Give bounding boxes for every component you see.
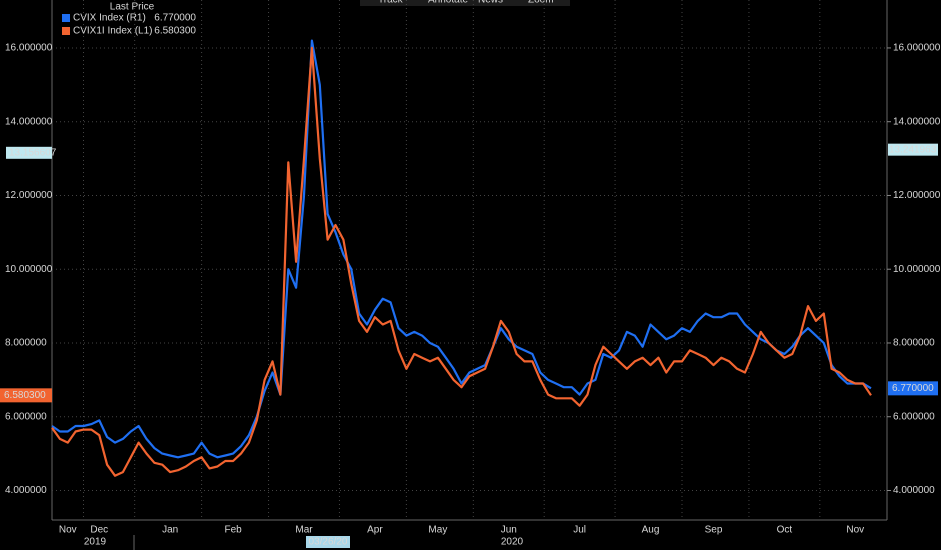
y2-tick-label: 16.000000 (893, 43, 941, 54)
year-label: 2020 (501, 537, 524, 548)
toolbar-button[interactable]: Annotate (428, 0, 468, 6)
y-tick-label: 16.000000 (5, 43, 53, 54)
y-tick-label: 8.000000 (5, 338, 47, 349)
y-tick-label: 10.000000 (5, 264, 53, 275)
toolbar-button[interactable]: Track (378, 0, 404, 6)
crosshair-date: 03/26/20 (309, 537, 348, 548)
x-tick-label: Jun (501, 525, 517, 536)
year-label: 2019 (84, 537, 107, 548)
x-tick-label: Dec (90, 525, 108, 536)
x-tick-label: Aug (642, 525, 660, 536)
series-line (51, 39, 872, 459)
y2-tick-label: 14.000000 (893, 116, 941, 127)
x-tick-label: May (428, 525, 447, 536)
last-price-label: 6.580300 (4, 390, 46, 401)
legend-value: 6.580300 (154, 26, 196, 37)
y2-tick-label: 10.000000 (893, 264, 941, 275)
toolbar-button[interactable]: News (478, 0, 503, 6)
y2-tick-label: 6.000000 (893, 411, 935, 422)
x-tick-label: Jan (162, 525, 178, 536)
y2-tick-label: 4.000000 (893, 485, 935, 496)
crosshair-date-box (306, 536, 350, 548)
last-price-tag (0, 388, 52, 403)
legend-value: 6.770000 (154, 13, 196, 24)
x-tick-label: Jul (573, 525, 586, 536)
y-tick-label: 4.000000 (5, 485, 47, 496)
legend-swatch (62, 27, 70, 35)
legend-box (58, 0, 200, 40)
toolbar (360, 0, 570, 6)
y-tick-label: 6.000000 (5, 411, 47, 422)
x-tick-label: Feb (225, 525, 243, 536)
series-line (51, 46, 872, 477)
x-tick-label: Mar (295, 525, 313, 536)
y2-tick-label: 12.000000 (893, 190, 941, 201)
y2-tick-label: 8.000000 (893, 338, 935, 349)
x-tick-label: Nov (846, 525, 864, 536)
y-tick-label: 14.000000 (5, 116, 53, 127)
x-tick-label: Apr (367, 525, 383, 536)
legend-label: CVIX1I Index (L1) (73, 26, 152, 37)
toolbar-button[interactable]: Zoom (528, 0, 554, 6)
legend-label: CVIX Index (R1) (73, 13, 146, 24)
legend-swatch (62, 14, 70, 22)
crosshair-right: 13.241963 (889, 144, 937, 155)
x-tick-label: Oct (777, 525, 793, 536)
crosshair-left-box (6, 146, 52, 159)
legend-title: Last Price (110, 2, 155, 13)
x-tick-label: Sep (705, 525, 723, 536)
crosshair-left: 13.156607 (9, 147, 57, 158)
x-tick-label: Nov (59, 525, 77, 536)
last-price-tag (888, 381, 938, 396)
last-price-label: 6.770000 (892, 383, 934, 394)
crosshair-right-box (888, 143, 938, 156)
y-tick-label: 12.000000 (5, 190, 53, 201)
